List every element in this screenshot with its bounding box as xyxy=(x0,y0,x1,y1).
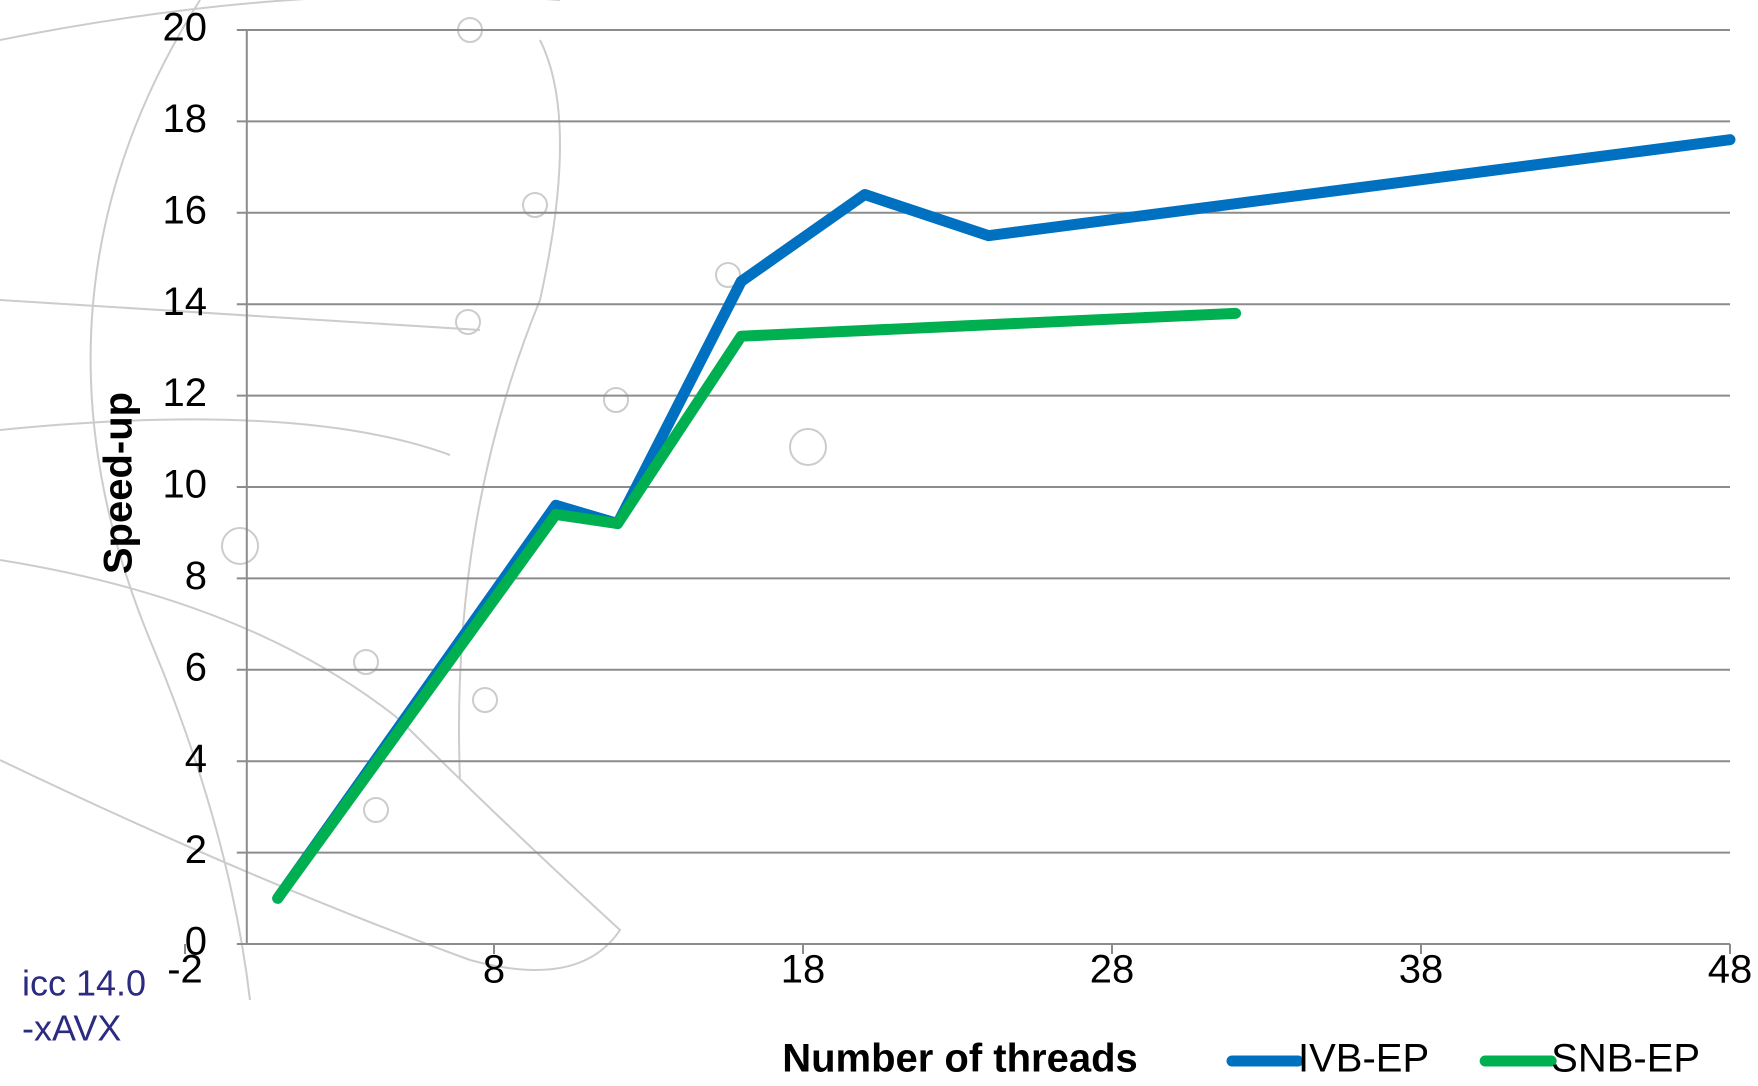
x-tick-label: 8 xyxy=(483,948,505,992)
y-tick-label: 4 xyxy=(185,737,207,781)
y-tick-label: 6 xyxy=(185,645,207,689)
y-tick-label: 8 xyxy=(185,554,207,598)
x-axis-title: Number of threads xyxy=(782,1037,1138,1081)
annotation: icc 14.0 xyxy=(22,963,146,1004)
y-tick-label: 10 xyxy=(163,463,208,507)
legend-label: SNB-EP xyxy=(1551,1037,1700,1081)
y-tick-label: 16 xyxy=(163,188,208,232)
series-line xyxy=(278,140,1730,899)
series-line xyxy=(278,313,1236,898)
chart: 02468101214161820-2818283848 Speed-up Nu… xyxy=(0,0,1758,1086)
y-tick-label: 18 xyxy=(163,97,208,141)
y-tick-label: 14 xyxy=(163,280,208,324)
y-axis-title: Speed-up xyxy=(97,392,141,574)
x-tick-label: -2 xyxy=(167,948,203,992)
x-tick-label: 28 xyxy=(1090,948,1135,992)
annotation: -xAVX xyxy=(22,1008,121,1049)
x-tick-label: 18 xyxy=(781,948,826,992)
legend-label: IVB-EP xyxy=(1298,1037,1429,1081)
x-tick-label: 38 xyxy=(1399,948,1444,992)
y-tick-label: 20 xyxy=(163,6,208,50)
y-tick-label: 2 xyxy=(185,828,207,872)
y-tick-label: 12 xyxy=(163,371,208,415)
x-tick-label: 48 xyxy=(1708,948,1753,992)
